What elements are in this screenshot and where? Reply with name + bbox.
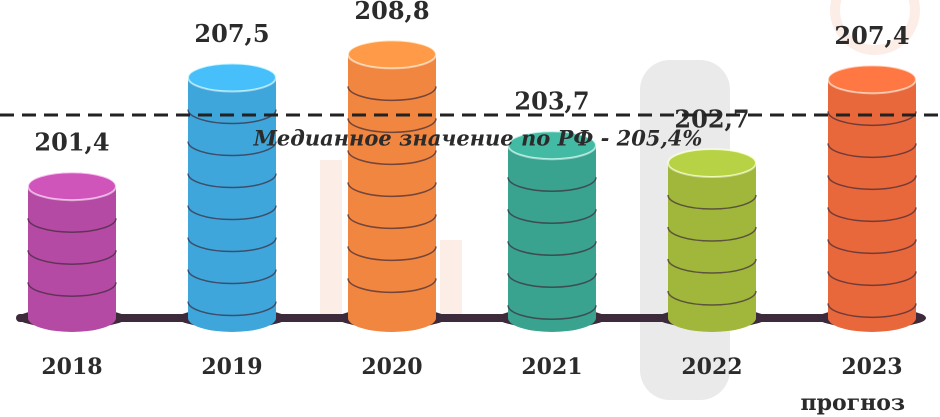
bar-top	[667, 148, 757, 179]
bar-ring	[507, 209, 597, 224]
bar-ring	[827, 239, 917, 255]
bar-ring	[347, 246, 437, 262]
bar-bottom	[508, 304, 596, 332]
bar-ring	[347, 214, 437, 230]
bar-bottom	[668, 304, 756, 332]
bar	[828, 79, 916, 318]
bar-ring	[507, 177, 597, 192]
bar-ring	[507, 241, 597, 256]
bar-ring	[347, 86, 437, 102]
bar-ring	[347, 278, 437, 294]
value-label: 208,8	[354, 0, 429, 25]
bar-ring	[187, 173, 277, 189]
bar-top	[187, 62, 277, 93]
bar	[188, 77, 276, 318]
bar-ring	[507, 273, 597, 288]
x-tick-label: 2019	[201, 354, 262, 380]
x-tick-label: 2021	[521, 354, 582, 380]
bar-top	[507, 130, 597, 161]
bar	[348, 54, 436, 318]
median-label: Медианное значение по РФ - 205,4%	[253, 125, 703, 150]
bar	[508, 145, 596, 318]
bar-ring	[27, 250, 117, 265]
bar	[28, 186, 116, 318]
bar-ring	[827, 303, 917, 319]
bar-ring	[187, 237, 277, 253]
value-label: 207,4	[834, 21, 909, 50]
value-label: 207,5	[194, 19, 269, 48]
bar-ring	[187, 301, 277, 317]
bar-ring	[187, 205, 277, 221]
bar-bottom	[28, 304, 116, 332]
x-tick-label: 2022	[681, 354, 742, 380]
bar-ring	[827, 271, 917, 287]
x-tick-label: 2018	[41, 354, 102, 380]
x-tick-label: 2020	[361, 354, 422, 380]
value-label: 202,7	[674, 105, 749, 134]
forecast-note: прогноз	[801, 390, 905, 416]
bar-ring	[827, 143, 917, 159]
bar-ring	[667, 258, 757, 274]
bar-ring	[187, 141, 277, 157]
bar-ring	[667, 290, 757, 306]
bar-ring	[27, 282, 117, 297]
bar-ring	[667, 194, 757, 210]
bar-ring	[347, 150, 437, 166]
value-label: 203,7	[514, 87, 589, 116]
bar-bottom	[348, 304, 436, 332]
bar-ring	[187, 269, 277, 285]
bar-ring	[827, 207, 917, 223]
bar-top	[827, 64, 917, 95]
bar-top	[27, 171, 117, 202]
bar-ring	[507, 305, 597, 320]
x-tick-label: 2023	[841, 354, 902, 380]
bar-ring	[827, 111, 917, 127]
bar-ring	[667, 226, 757, 242]
bar-ring	[827, 175, 917, 191]
bar-ring	[27, 218, 117, 233]
bar-ring	[347, 182, 437, 198]
bar-ring	[347, 118, 437, 134]
value-label: 201,4	[34, 128, 109, 157]
bar-top	[347, 39, 437, 70]
bar-bottom	[188, 304, 276, 332]
